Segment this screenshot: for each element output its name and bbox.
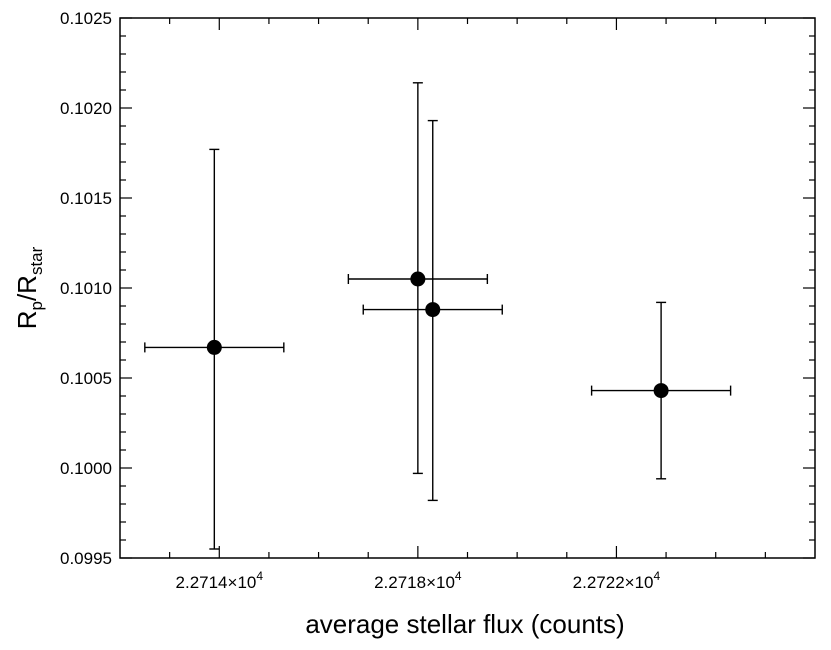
x-tick-exponent: 4: [256, 569, 263, 583]
y-axis-title-sub-star: star: [27, 246, 46, 275]
y-axis-title-sub-p: p: [27, 301, 46, 310]
x-tick-mantissa: 2.2722×10: [573, 573, 654, 592]
x-tick-exponent: 4: [654, 569, 661, 583]
y-axis-title-sep: /R: [12, 275, 42, 301]
x-tick-mantissa: 2.2714×10: [176, 573, 257, 592]
data-point: [410, 271, 426, 287]
data-point: [425, 302, 441, 318]
y-tick-label: 0.1020: [60, 99, 112, 118]
y-tick-labels: 0.0995 0.1000 0.1005 0.1010 0.1015 0.1020 0.10…: [60, 9, 112, 568]
x-tick-label: 2.2722×104: [573, 569, 661, 592]
y-tick-label: 0.0995: [60, 549, 112, 568]
y-tick-label: 0.1005: [60, 369, 112, 388]
data-points: [144, 82, 732, 550]
x-tick-label: 2.2714×104: [176, 569, 264, 592]
axis-ticks: [120, 17, 815, 559]
plot-frame: [119, 17, 816, 559]
x-tick-mantissa: 2.2718×10: [374, 573, 455, 592]
y-tick-label: 0.1025: [60, 9, 112, 28]
y-tick-label: 0.1015: [60, 189, 112, 208]
y-axis-title-base: R: [12, 311, 42, 330]
x-axis-title: average stellar flux (counts): [305, 609, 624, 639]
x-tick-labels: 2.2714×104 2.2718×104 2.2722×104: [176, 569, 661, 592]
x-tick-exponent: 4: [455, 569, 462, 583]
data-point: [653, 383, 669, 399]
y-tick-label: 0.1010: [60, 279, 112, 298]
data-point: [206, 339, 222, 355]
x-tick-label: 2.2718×104: [374, 569, 462, 592]
y-axis-title: Rp/Rstar: [12, 246, 46, 329]
y-tick-label: 0.1000: [60, 459, 112, 478]
